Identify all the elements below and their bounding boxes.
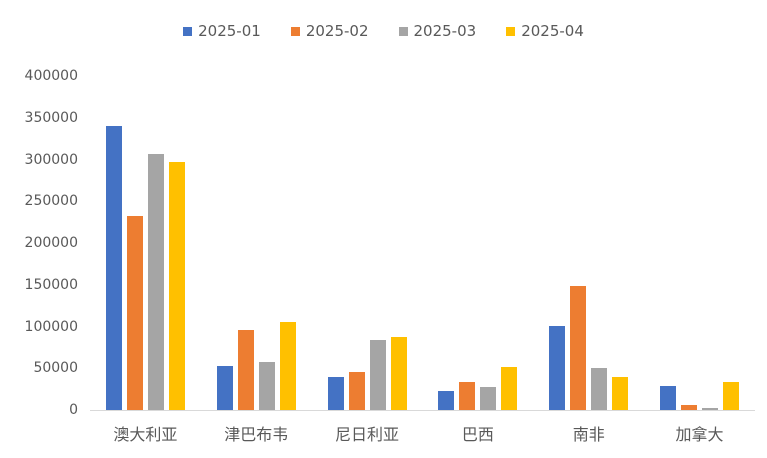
legend-label: 2025-02: [305, 22, 369, 40]
bars-row: [438, 76, 518, 410]
legend-label: 2025-04: [521, 22, 584, 40]
bars-row: [105, 76, 185, 410]
y-tick-label: 200000: [24, 235, 78, 251]
y-tick-label: 0: [69, 402, 78, 418]
legend-swatch-icon: [398, 26, 408, 36]
x-category-label: 加拿大: [675, 425, 724, 444]
legend-label: 2025-01: [198, 22, 261, 40]
bar-group-5: 南非: [549, 76, 629, 444]
bar-group-1: 澳大利亚: [105, 76, 185, 444]
bars-row: [216, 76, 296, 410]
bar-2025-03-澳大利亚: [147, 154, 164, 410]
legend-swatch-icon: [183, 26, 193, 36]
legend-item-2025-02: 2025-02: [290, 22, 369, 40]
bars-row: [660, 76, 740, 410]
bar-group-2: 津巴布韦: [216, 76, 296, 444]
bar-2025-02-巴西: [459, 382, 476, 410]
bar-2025-01-巴西: [438, 391, 455, 410]
legend-label: 2025-03: [413, 22, 477, 40]
y-tick-label: 50000: [33, 360, 78, 377]
bar-2025-02-尼日利亚: [348, 372, 365, 410]
bar-2025-03-南非: [591, 368, 608, 410]
bar-2025-01-加拿大: [660, 386, 677, 410]
bar-2025-02-加拿大: [681, 405, 698, 410]
x-category-label: 巴西: [461, 425, 494, 444]
bar-2025-02-澳大利亚: [126, 216, 143, 410]
plot-area: 澳大利亚 津巴布韦 尼日利亚 巴西 南非 加拿大: [90, 76, 755, 444]
bar-2025-02-津巴布韦: [237, 330, 254, 410]
chart-legend: 2025-01 2025-02 2025-03 2025-04: [0, 22, 767, 40]
x-category-label: 津巴布韦: [224, 425, 289, 444]
bar-2025-03-津巴布韦: [258, 362, 275, 410]
legend-swatch-icon: [290, 26, 300, 36]
bar-2025-03-加拿大: [702, 408, 719, 410]
bar-group-6: 加拿大: [660, 76, 740, 444]
bar-2025-03-尼日利亚: [369, 340, 386, 410]
bar-2025-01-尼日利亚: [327, 377, 344, 410]
y-tick-label: 250000: [24, 193, 78, 210]
bar-2025-04-加拿大: [723, 382, 740, 410]
bar-2025-04-南非: [612, 377, 629, 410]
bar-group-3: 尼日利亚: [327, 76, 407, 444]
bar-group-4: 巴西: [438, 76, 518, 444]
bar-2025-01-津巴布韦: [216, 366, 233, 410]
bar-2025-04-尼日利亚: [390, 337, 407, 410]
legend-item-2025-04: 2025-04: [506, 22, 584, 40]
bar-2025-03-巴西: [480, 387, 497, 410]
x-category-label: 尼日利亚: [335, 425, 400, 444]
bar-2025-01-澳大利亚: [105, 126, 122, 410]
bar-2025-04-巴西: [501, 367, 518, 410]
legend-swatch-icon: [506, 26, 516, 36]
y-tick-label: 350000: [24, 109, 78, 126]
y-tick-label: 400000: [24, 68, 78, 84]
bar-2025-04-津巴布韦: [279, 322, 296, 410]
bar-2025-04-澳大利亚: [168, 162, 185, 410]
legend-item-2025-01: 2025-01: [183, 22, 261, 40]
bar-2025-01-南非: [549, 326, 566, 410]
x-category-label: 澳大利亚: [113, 425, 178, 444]
y-tick-label: 100000: [24, 318, 78, 335]
y-tick-label: 300000: [24, 151, 78, 168]
y-tick-label: 150000: [24, 276, 78, 293]
x-category-label: 南非: [572, 425, 605, 444]
legend-item-2025-03: 2025-03: [398, 22, 477, 40]
bars-row: [327, 76, 407, 410]
bars-row: [549, 76, 629, 410]
bar-2025-02-南非: [570, 286, 587, 410]
